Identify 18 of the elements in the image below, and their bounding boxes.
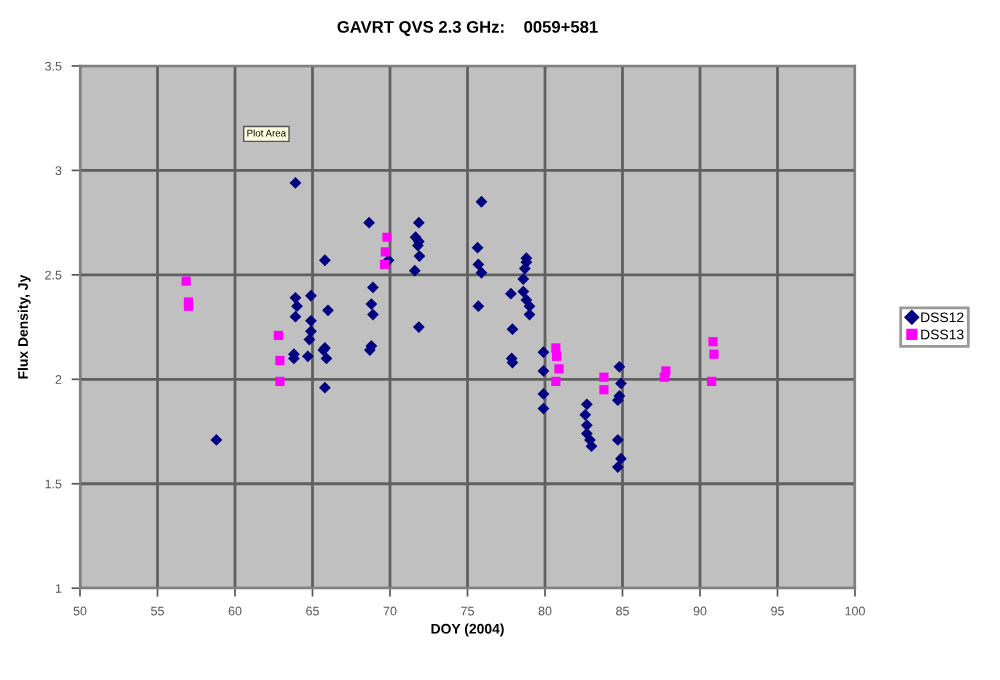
point bbox=[709, 349, 719, 359]
point bbox=[551, 343, 561, 353]
point bbox=[552, 351, 562, 361]
point bbox=[379, 259, 390, 270]
point bbox=[275, 355, 285, 366]
point bbox=[599, 385, 609, 395]
point bbox=[708, 337, 718, 347]
point bbox=[273, 330, 284, 341]
point bbox=[659, 372, 669, 382]
point bbox=[181, 276, 191, 286]
point bbox=[382, 232, 392, 242]
point bbox=[380, 247, 390, 257]
point bbox=[599, 372, 609, 382]
point bbox=[551, 376, 561, 386]
point bbox=[707, 376, 717, 386]
chart-title: GAVRT QVS 2.3 GHz: 0059+581 bbox=[337, 20, 598, 36]
point bbox=[275, 376, 285, 386]
point bbox=[554, 364, 564, 374]
